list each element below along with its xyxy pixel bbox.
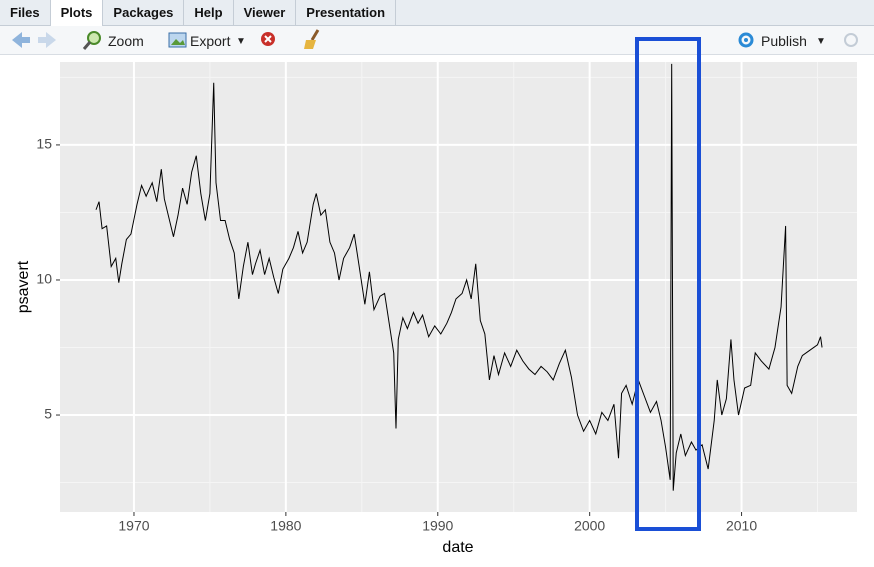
tab[interactable]: Packages (103, 0, 185, 25)
x-axis-title: date (442, 539, 473, 556)
x-tick-label: 1990 (422, 518, 453, 534)
tab[interactable]: Presentation (296, 0, 397, 25)
highlight-box (635, 37, 701, 531)
y-tick-label: 5 (44, 406, 52, 422)
nav-arrows[interactable] (4, 26, 64, 54)
tab[interactable]: Viewer (234, 0, 297, 25)
clear-plots[interactable] (302, 28, 324, 50)
y-tick-label: 10 (36, 271, 52, 287)
tab[interactable]: Files (0, 0, 51, 25)
y-tick-label: 15 (36, 136, 52, 152)
data-line (95, 63, 823, 491)
line-layer (95, 63, 823, 491)
export-button[interactable]: Export (190, 33, 231, 49)
x-tick-label: 2000 (574, 518, 605, 534)
refresh[interactable] (842, 30, 862, 50)
tab[interactable]: Plots (50, 0, 104, 26)
x-tick-label: 1970 (118, 518, 149, 534)
publish-icon[interactable] (734, 32, 758, 50)
x-tick-label: 1980 (270, 518, 301, 534)
zoom-button[interactable]: Zoom (108, 33, 144, 49)
publish-button[interactable]: Publish (761, 33, 807, 49)
tab-bar: Files Plots Packages Help Viewer Presentation (0, 0, 874, 26)
zoom-icon[interactable] (82, 29, 104, 51)
y-axis-title: psavert (15, 260, 32, 313)
dropdown-caret[interactable]: ▼ (236, 36, 246, 47)
remove-plot[interactable] (260, 31, 278, 49)
tab[interactable]: Help (184, 0, 234, 25)
dropdown-caret[interactable]: ▼ (816, 36, 826, 47)
panel-background (60, 62, 857, 512)
x-tick-label: 2010 (726, 518, 757, 534)
export-icon[interactable] (166, 29, 188, 51)
toolbar: Zoom Export ▼ Publish ▼ (0, 26, 874, 55)
